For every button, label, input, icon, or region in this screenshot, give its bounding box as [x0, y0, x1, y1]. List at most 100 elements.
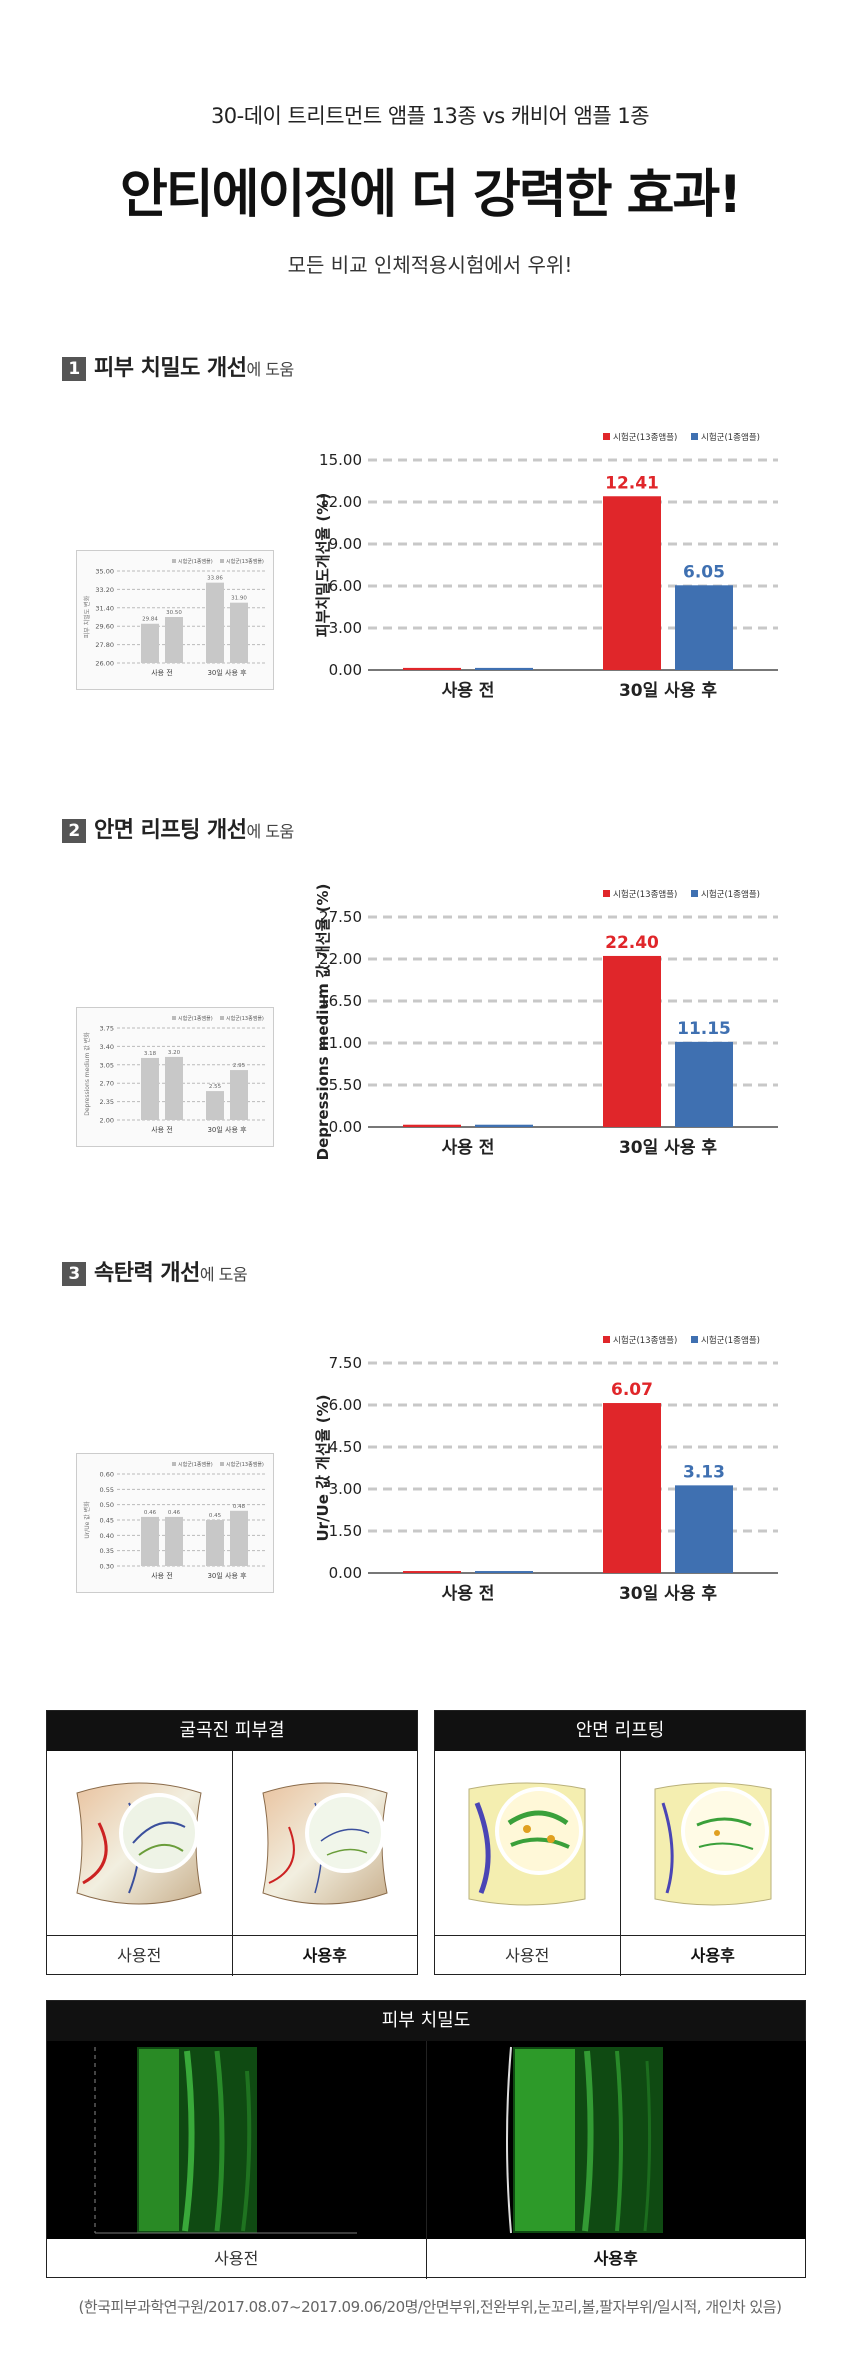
- section-title: 속탄력 개선: [94, 1261, 200, 1286]
- density-before-image: [47, 2040, 427, 2239]
- chart-density: 15.00 12.00 9.00 6.00 3.00 0.00 피부치밀도개선율 (%) 시험…: [308, 425, 788, 729]
- header-tagline: 모든 비교 인체적용시험에서 우위!: [287, 253, 573, 277]
- y-tick-label: 0.00: [329, 1564, 362, 1582]
- bar: [403, 1571, 461, 1573]
- section-suffix: 에 도움: [246, 360, 295, 379]
- data-label: 3.13: [683, 1462, 725, 1482]
- section-number: 3: [62, 1262, 86, 1286]
- data-label: 29.84: [142, 617, 158, 623]
- bar: [603, 1403, 661, 1573]
- data-label: 0.46: [144, 1510, 157, 1516]
- thumb-chart-elasticity: 0.60 0.55 0.50 0.45 0.40 0.35 0.30 Ur/Ue 값 변화 시험…: [76, 1453, 274, 1593]
- lifting-before-image: [435, 1751, 621, 1935]
- chart-lifting: 27.50 22.00 16.50 11.00 5.50 0.00 Depressions …: [308, 882, 788, 1186]
- bar: [165, 1056, 183, 1120]
- y-tick-label: 27.50: [319, 908, 362, 926]
- x-tick-label: 사용 전: [442, 681, 495, 701]
- x-tick-label: 30일 사용 후: [619, 680, 717, 701]
- bar: [403, 667, 461, 670]
- legend-label: 시험군(1종앰플): [178, 1461, 213, 1468]
- section-number: 1: [62, 357, 86, 381]
- y-tick-label: 3.05: [100, 1061, 114, 1069]
- y-tick-label: 3.00: [329, 619, 362, 637]
- section-heading-elasticity: 3 속탄력 개선에 도움: [62, 1255, 248, 1287]
- section-heading-lifting: 2 안면 리프팅 개선에 도움: [62, 812, 294, 844]
- y-tick-label: 0.60: [100, 1471, 114, 1479]
- data-label: 6.05: [683, 562, 725, 582]
- page-title: 안티에이징에 더 강력한 효과!: [119, 165, 742, 225]
- y-tick-label: 2.00: [100, 1117, 114, 1125]
- legend-label: 시험군(13종앰플): [226, 1015, 264, 1022]
- wrinkle-after-image: [232, 1751, 417, 1935]
- y-axis-label: 피부 치밀도 변화: [83, 595, 91, 638]
- y-tick-label: 12.00: [319, 493, 362, 511]
- panel-title: 안면 리프팅: [435, 1711, 805, 1751]
- y-tick-label: 0.45: [100, 1517, 114, 1525]
- bar: [230, 1070, 248, 1120]
- y-tick-label: 27.80: [95, 641, 114, 649]
- y-tick-label: 0.00: [329, 1118, 362, 1136]
- y-tick-label: 11.00: [319, 1034, 362, 1052]
- wrinkle-before-image: [47, 1751, 233, 1935]
- data-label: 33.86: [207, 576, 223, 582]
- legend-swatch: [691, 890, 698, 897]
- bar: [206, 1520, 224, 1566]
- after-label: 사용후: [302, 1946, 347, 1965]
- legend-label: 시험군(13종앰플): [226, 558, 264, 565]
- y-axis-label: Ur/Ue 값 개선율 (%): [314, 1394, 332, 1541]
- data-label: 6.07: [611, 1380, 653, 1400]
- bar: [675, 585, 733, 670]
- chart-svg: 15.00 12.00 9.00 6.00 3.00 0.00 피부치밀도개선율 (%) 시험…: [314, 432, 778, 701]
- y-tick-label: 15.00: [319, 451, 362, 469]
- y-tick-label: 1.50: [329, 1522, 362, 1540]
- legend-swatch: [220, 1462, 224, 1466]
- data-label: 30.50: [166, 610, 182, 616]
- section-title: 피부 치밀도 개선: [94, 356, 247, 381]
- y-tick-label: 33.20: [95, 586, 114, 594]
- y-tick-label: 0.50: [100, 1501, 114, 1509]
- y-tick-label: 3.75: [100, 1025, 114, 1033]
- panel-wrinkle: 굴곡진 피부결 사용전 사용후: [46, 1710, 418, 1976]
- data-label: 2.55: [209, 1084, 222, 1090]
- y-tick-label: 2.35: [100, 1098, 114, 1106]
- bar: [675, 1485, 733, 1573]
- panel-title: 굴곡진 피부결: [47, 1711, 417, 1751]
- legend-label: 시험군(13종앰플): [613, 1335, 677, 1346]
- bar: [475, 667, 533, 670]
- legend-swatch: [172, 559, 176, 563]
- bar: [403, 1124, 461, 1127]
- y-axis-label: Depressions medium 값 개선율 (%): [314, 884, 332, 1161]
- footnote: (한국피부과학연구원/2017.08.07~2017.09.06/20명/안면부…: [78, 2298, 782, 2316]
- y-axis-label: 피부치밀도개선율 (%): [314, 493, 332, 637]
- x-tick-label: 30일 사용 후: [619, 1137, 717, 1158]
- x-tick-label: 사용 전: [442, 1584, 495, 1604]
- data-label: 3.18: [144, 1051, 157, 1057]
- legend-swatch: [691, 1336, 698, 1343]
- section-title: 안면 리프팅 개선: [94, 818, 247, 843]
- x-tick-label: 사용 전: [151, 668, 173, 677]
- legend-label: 시험군(13종앰플): [613, 889, 677, 900]
- data-label: 31.90: [231, 596, 247, 602]
- thumb-chart-svg: 35.00 33.20 31.40 29.60 27.80 26.00 피부 치밀도 변화 시…: [83, 558, 267, 677]
- chart-svg: 7.50 6.00 4.50 3.00 1.50 0.00 Ur/Ue 값 개선율 (%) 시…: [314, 1335, 778, 1604]
- bar: [141, 1057, 159, 1120]
- data-label: 0.45: [209, 1513, 222, 1519]
- y-tick-label: 6.00: [329, 577, 362, 595]
- y-tick-label: 0.55: [100, 1486, 114, 1494]
- bar: [141, 1516, 159, 1566]
- legend-label: 시험군(1종앰플): [178, 1015, 213, 1022]
- y-tick-label: 2.70: [100, 1080, 114, 1088]
- y-tick-label: 22.00: [319, 950, 362, 968]
- bar: [603, 955, 661, 1127]
- after-label: 사용후: [690, 1946, 735, 1965]
- x-tick-label: 30일 사용 후: [207, 1571, 247, 1580]
- data-label: 12.41: [605, 473, 659, 493]
- lifting-after-image: [620, 1751, 805, 1935]
- bar: [141, 623, 159, 663]
- header-subtitle: 30-데이 트리트먼트 앰플 13종 vs 캐비어 앰플 1종: [210, 104, 650, 128]
- panel-density: 피부 치밀도: [46, 2000, 806, 2279]
- y-axis-label: Depressions medium 값 변화: [83, 1032, 91, 1116]
- section-suffix: 에 도움: [199, 1265, 248, 1284]
- data-label: 0.48: [233, 1504, 246, 1510]
- y-tick-label: 35.00: [95, 568, 114, 576]
